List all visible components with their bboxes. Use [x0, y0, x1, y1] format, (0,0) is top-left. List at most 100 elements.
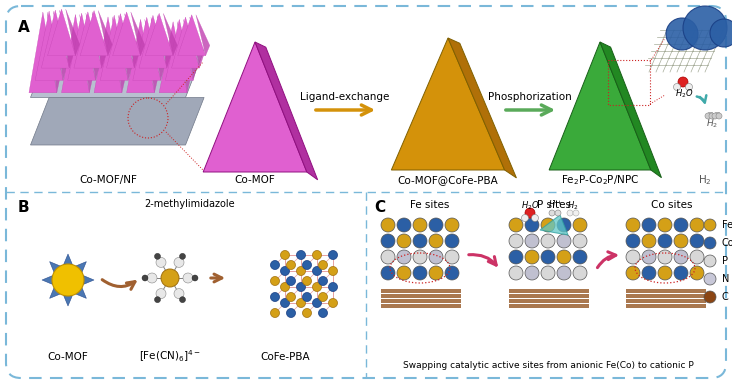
- Bar: [381, 289, 461, 293]
- Polygon shape: [540, 215, 568, 235]
- Circle shape: [313, 298, 321, 308]
- Polygon shape: [106, 13, 135, 68]
- Text: 2-methylimidazole: 2-methylimidazole: [145, 199, 235, 209]
- Circle shape: [674, 218, 688, 232]
- Circle shape: [541, 234, 555, 248]
- Circle shape: [271, 293, 280, 301]
- Polygon shape: [61, 15, 89, 93]
- Circle shape: [557, 218, 571, 232]
- Circle shape: [271, 276, 280, 285]
- Polygon shape: [600, 42, 662, 178]
- Text: Co-MOF@CoFe-PBA: Co-MOF@CoFe-PBA: [397, 175, 498, 185]
- Circle shape: [280, 266, 289, 275]
- Polygon shape: [549, 42, 651, 170]
- Circle shape: [555, 210, 561, 216]
- Bar: [626, 304, 706, 308]
- Text: B: B: [18, 200, 29, 215]
- Circle shape: [525, 208, 535, 218]
- Bar: [626, 294, 706, 298]
- Polygon shape: [100, 15, 128, 80]
- Text: Fe: Fe: [722, 220, 732, 230]
- Polygon shape: [145, 13, 173, 56]
- Text: P: P: [722, 256, 728, 266]
- Circle shape: [286, 293, 296, 301]
- Bar: [509, 289, 589, 293]
- Circle shape: [429, 234, 443, 248]
- Circle shape: [318, 293, 327, 301]
- Circle shape: [52, 264, 84, 296]
- Bar: [626, 299, 706, 303]
- Polygon shape: [67, 13, 96, 80]
- Circle shape: [296, 250, 305, 260]
- Polygon shape: [184, 19, 198, 80]
- Circle shape: [666, 18, 698, 50]
- Circle shape: [626, 218, 640, 232]
- Circle shape: [626, 266, 640, 280]
- Text: Co sites: Co sites: [651, 200, 692, 210]
- Bar: [509, 304, 589, 308]
- Circle shape: [381, 218, 395, 232]
- Circle shape: [541, 218, 555, 232]
- Text: Co-MOF: Co-MOF: [48, 352, 89, 362]
- Circle shape: [626, 250, 640, 264]
- Circle shape: [704, 291, 716, 303]
- Circle shape: [280, 250, 289, 260]
- Circle shape: [658, 266, 672, 280]
- Polygon shape: [448, 38, 517, 178]
- Circle shape: [313, 283, 321, 291]
- Circle shape: [710, 19, 732, 47]
- Polygon shape: [53, 11, 67, 80]
- Circle shape: [642, 250, 656, 264]
- Circle shape: [302, 260, 312, 270]
- Circle shape: [318, 276, 327, 285]
- Circle shape: [549, 210, 555, 216]
- Circle shape: [690, 234, 704, 248]
- Polygon shape: [203, 42, 307, 172]
- Circle shape: [397, 250, 411, 264]
- Polygon shape: [163, 13, 177, 56]
- Circle shape: [381, 250, 395, 264]
- Circle shape: [329, 283, 337, 291]
- Circle shape: [557, 266, 571, 280]
- Circle shape: [509, 218, 523, 232]
- Circle shape: [685, 83, 692, 91]
- Circle shape: [413, 250, 427, 264]
- Circle shape: [302, 308, 312, 318]
- Polygon shape: [151, 17, 165, 80]
- Circle shape: [156, 289, 166, 299]
- Polygon shape: [86, 13, 100, 80]
- Circle shape: [397, 266, 411, 280]
- Circle shape: [658, 218, 672, 232]
- Circle shape: [567, 210, 573, 216]
- Circle shape: [147, 273, 157, 283]
- Polygon shape: [35, 11, 63, 80]
- Polygon shape: [165, 19, 193, 80]
- Polygon shape: [66, 9, 80, 56]
- Polygon shape: [42, 275, 55, 285]
- Circle shape: [658, 250, 672, 264]
- Circle shape: [318, 260, 327, 270]
- Polygon shape: [190, 17, 203, 68]
- Text: Fe sites: Fe sites: [411, 200, 449, 210]
- Circle shape: [445, 250, 459, 264]
- FancyBboxPatch shape: [6, 6, 726, 378]
- Circle shape: [318, 308, 327, 318]
- Polygon shape: [50, 262, 63, 275]
- Polygon shape: [73, 285, 86, 298]
- Circle shape: [429, 250, 443, 264]
- Text: [Fe(CN)$_6]^{4-}$: [Fe(CN)$_6]^{4-}$: [139, 348, 201, 364]
- Circle shape: [280, 283, 289, 291]
- Circle shape: [509, 234, 523, 248]
- Text: Co: Co: [722, 238, 732, 248]
- Text: CoFe-PBA: CoFe-PBA: [260, 352, 310, 362]
- Circle shape: [302, 293, 312, 301]
- Polygon shape: [62, 254, 73, 267]
- Text: $H_2$: $H_2$: [706, 117, 718, 129]
- Circle shape: [413, 234, 427, 248]
- Circle shape: [296, 266, 305, 275]
- Text: Ligand-exchange: Ligand-exchange: [300, 92, 389, 102]
- Polygon shape: [59, 10, 73, 68]
- Polygon shape: [131, 12, 145, 56]
- Polygon shape: [98, 10, 112, 56]
- Circle shape: [161, 269, 179, 287]
